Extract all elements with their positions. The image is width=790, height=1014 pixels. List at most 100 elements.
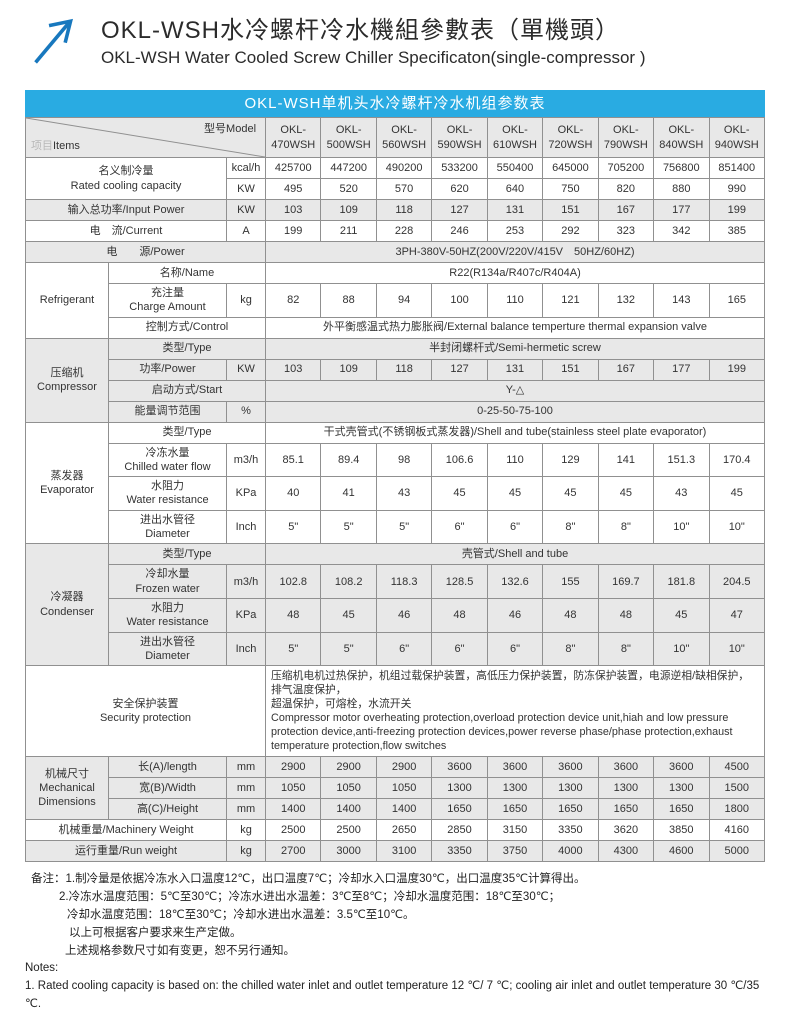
value-cell: 4160 bbox=[708, 819, 766, 842]
model-header: OKL- 590WSH bbox=[431, 117, 488, 158]
value-cell: 1400 bbox=[375, 798, 433, 821]
model-label: 型号Model bbox=[204, 123, 257, 135]
value-cell: 45 bbox=[653, 597, 710, 633]
value-cell: 5000 bbox=[708, 840, 766, 863]
value-cell: 41 bbox=[320, 476, 377, 511]
value-cell: 165 bbox=[708, 283, 766, 318]
items-label: 项目Items bbox=[31, 139, 80, 153]
value-cell: 990 bbox=[708, 178, 766, 200]
group-label: 压缩机 Compressor bbox=[25, 337, 109, 423]
row-label: 电 源/Power bbox=[24, 241, 267, 263]
value-cell: 520 bbox=[320, 178, 377, 200]
note-line-zh: 以上可根据客户要求来生产定做。 bbox=[69, 926, 242, 939]
value-cell: 177 bbox=[653, 358, 710, 381]
value-cell: 8" bbox=[542, 631, 599, 667]
value-cell: 110 bbox=[486, 283, 544, 318]
value-cell: 756800 bbox=[653, 157, 710, 179]
row-label: 运行重量/Run weight bbox=[25, 840, 227, 863]
value-cell: 131 bbox=[486, 199, 544, 221]
row-label: 功率/Power bbox=[108, 358, 227, 381]
value-cell: 385 bbox=[708, 220, 766, 242]
span-value: 干式壳管式(不锈钢板式蒸发器)/Shell and tube(stainless… bbox=[265, 421, 765, 444]
row-label: 电 流/Current bbox=[25, 220, 227, 242]
value-cell: 45 bbox=[486, 476, 544, 511]
value-cell: 6" bbox=[486, 509, 544, 545]
value-cell: 199 bbox=[265, 220, 322, 242]
value-cell: 128.5 bbox=[431, 564, 488, 599]
value-cell: 108.2 bbox=[320, 564, 377, 599]
value-cell: 1300 bbox=[542, 777, 599, 800]
value-cell: 3350 bbox=[542, 819, 599, 842]
value-cell: 43 bbox=[375, 476, 433, 511]
value-cell: 6" bbox=[486, 631, 544, 667]
value-cell: 45 bbox=[320, 597, 377, 633]
value-cell: 4000 bbox=[542, 840, 599, 863]
row-label: 水阻力 Water resistance bbox=[108, 597, 227, 633]
row-label: 冷却水量 Frozen water bbox=[108, 564, 227, 599]
model-header: OKL- 840WSH bbox=[653, 117, 710, 158]
value-cell: 820 bbox=[597, 178, 655, 200]
value-cell: 490200 bbox=[375, 157, 433, 179]
value-cell: 447200 bbox=[320, 157, 377, 179]
value-cell: 2500 bbox=[265, 819, 322, 842]
note-line-en: 1. Rated cooling capacity is based on: t… bbox=[25, 980, 760, 1011]
value-cell: 342 bbox=[653, 220, 710, 242]
value-cell: 103 bbox=[265, 358, 322, 381]
unit-cell: mm bbox=[225, 798, 267, 821]
value-cell: 199 bbox=[708, 358, 766, 381]
value-cell: 4500 bbox=[708, 756, 766, 779]
items-label-en: Items bbox=[53, 139, 80, 152]
value-cell: 5" bbox=[320, 509, 377, 545]
unit-cell: KPa bbox=[225, 597, 267, 633]
value-cell: 2900 bbox=[265, 756, 322, 779]
value-cell: 2900 bbox=[320, 756, 377, 779]
value-cell: 118.3 bbox=[375, 564, 433, 599]
value-cell: 10" bbox=[653, 509, 710, 545]
row-label: 启动方式/Start bbox=[107, 379, 267, 402]
notes: 备注：1.制冷量是依据冷冻水入口温度12℃，出口温度7℃；冷却水入口温度30℃，… bbox=[25, 871, 765, 1014]
value-cell: 2650 bbox=[375, 819, 433, 842]
row-label: 类型/Type bbox=[107, 337, 267, 360]
model-header: OKL- 500WSH bbox=[320, 117, 377, 158]
value-cell: 47 bbox=[708, 597, 766, 633]
value-cell: 151 bbox=[542, 199, 599, 221]
row-label: 冷冻水量 Chilled water flow bbox=[108, 442, 227, 478]
value-cell: 3850 bbox=[653, 819, 710, 842]
value-cell: 8" bbox=[597, 631, 655, 667]
value-cell: 3150 bbox=[486, 819, 544, 842]
value-cell: 1650 bbox=[597, 798, 655, 821]
unit-cell: mm bbox=[225, 777, 267, 800]
value-cell: 100 bbox=[431, 283, 488, 318]
value-cell: 110 bbox=[486, 442, 544, 478]
value-cell: 132 bbox=[597, 283, 655, 318]
value-cell: 109 bbox=[320, 199, 377, 221]
model-header: OKL- 720WSH bbox=[542, 117, 599, 158]
unit-cell: Inch bbox=[225, 509, 267, 545]
value-cell: 88 bbox=[320, 283, 377, 318]
value-cell: 43 bbox=[653, 476, 710, 511]
unit-cell: KPa bbox=[225, 476, 267, 511]
value-cell: 3000 bbox=[320, 840, 377, 863]
value-cell: 103 bbox=[265, 199, 322, 221]
span-value: 3PH-380V-50HZ(200V/220V/415V 50HZ/60HZ) bbox=[265, 241, 765, 263]
page-title: OKL-WSH水冷螺杆冷水機組參數表（單機頭） bbox=[101, 17, 621, 44]
value-cell: 4300 bbox=[597, 840, 655, 863]
value-cell: 880 bbox=[653, 178, 710, 200]
row-label: 类型/Type bbox=[107, 543, 267, 566]
value-cell: 98 bbox=[375, 442, 433, 478]
value-cell: 48 bbox=[431, 597, 488, 633]
row-label: 安全保护装置 Security protection bbox=[24, 665, 267, 758]
value-cell: 45 bbox=[597, 476, 655, 511]
value-cell: 118 bbox=[375, 199, 433, 221]
value-cell: 3600 bbox=[653, 756, 710, 779]
value-cell: 48 bbox=[542, 597, 599, 633]
value-cell: 228 bbox=[375, 220, 433, 242]
value-cell: 246 bbox=[431, 220, 488, 242]
value-cell: 1400 bbox=[265, 798, 322, 821]
value-cell: 8" bbox=[597, 509, 655, 545]
value-cell: 425700 bbox=[265, 157, 322, 179]
value-cell: 1300 bbox=[653, 777, 710, 800]
value-cell: 6" bbox=[431, 631, 488, 667]
value-cell: 167 bbox=[597, 199, 655, 221]
